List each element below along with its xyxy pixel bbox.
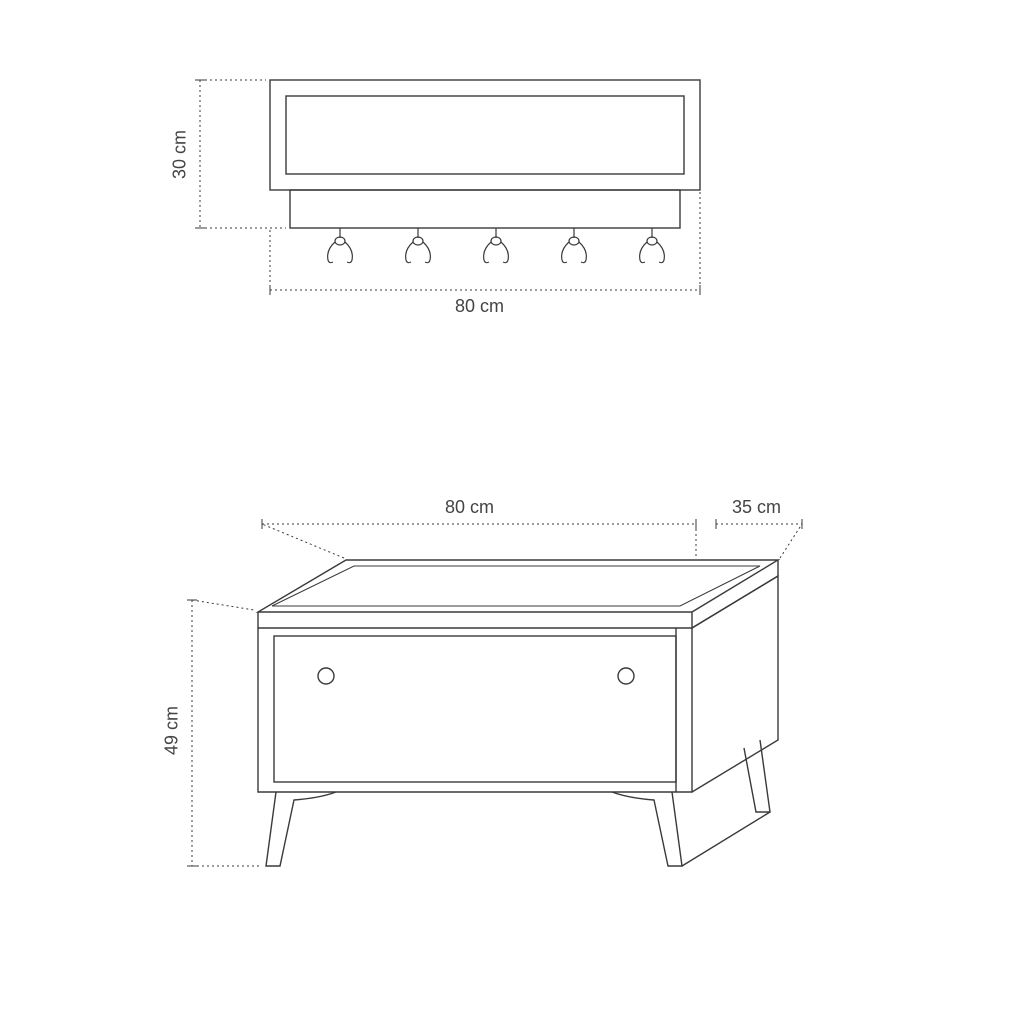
bench-legs: [266, 740, 770, 866]
label-bench-height: 49 cm: [162, 701, 183, 761]
label-bench-width: 80 cm: [445, 497, 494, 518]
bench-dimensions: [187, 519, 802, 866]
label-bench-depth: 35 cm: [732, 497, 781, 518]
technical-drawing: [0, 0, 1024, 1024]
hooks: [328, 228, 665, 263]
label-shelf-width: 80 cm: [455, 296, 504, 317]
label-shelf-height: 30 cm: [170, 125, 191, 185]
shelf-dimensions: [195, 80, 700, 295]
bench-unit: [258, 560, 778, 866]
shelf-unit: [270, 80, 700, 263]
